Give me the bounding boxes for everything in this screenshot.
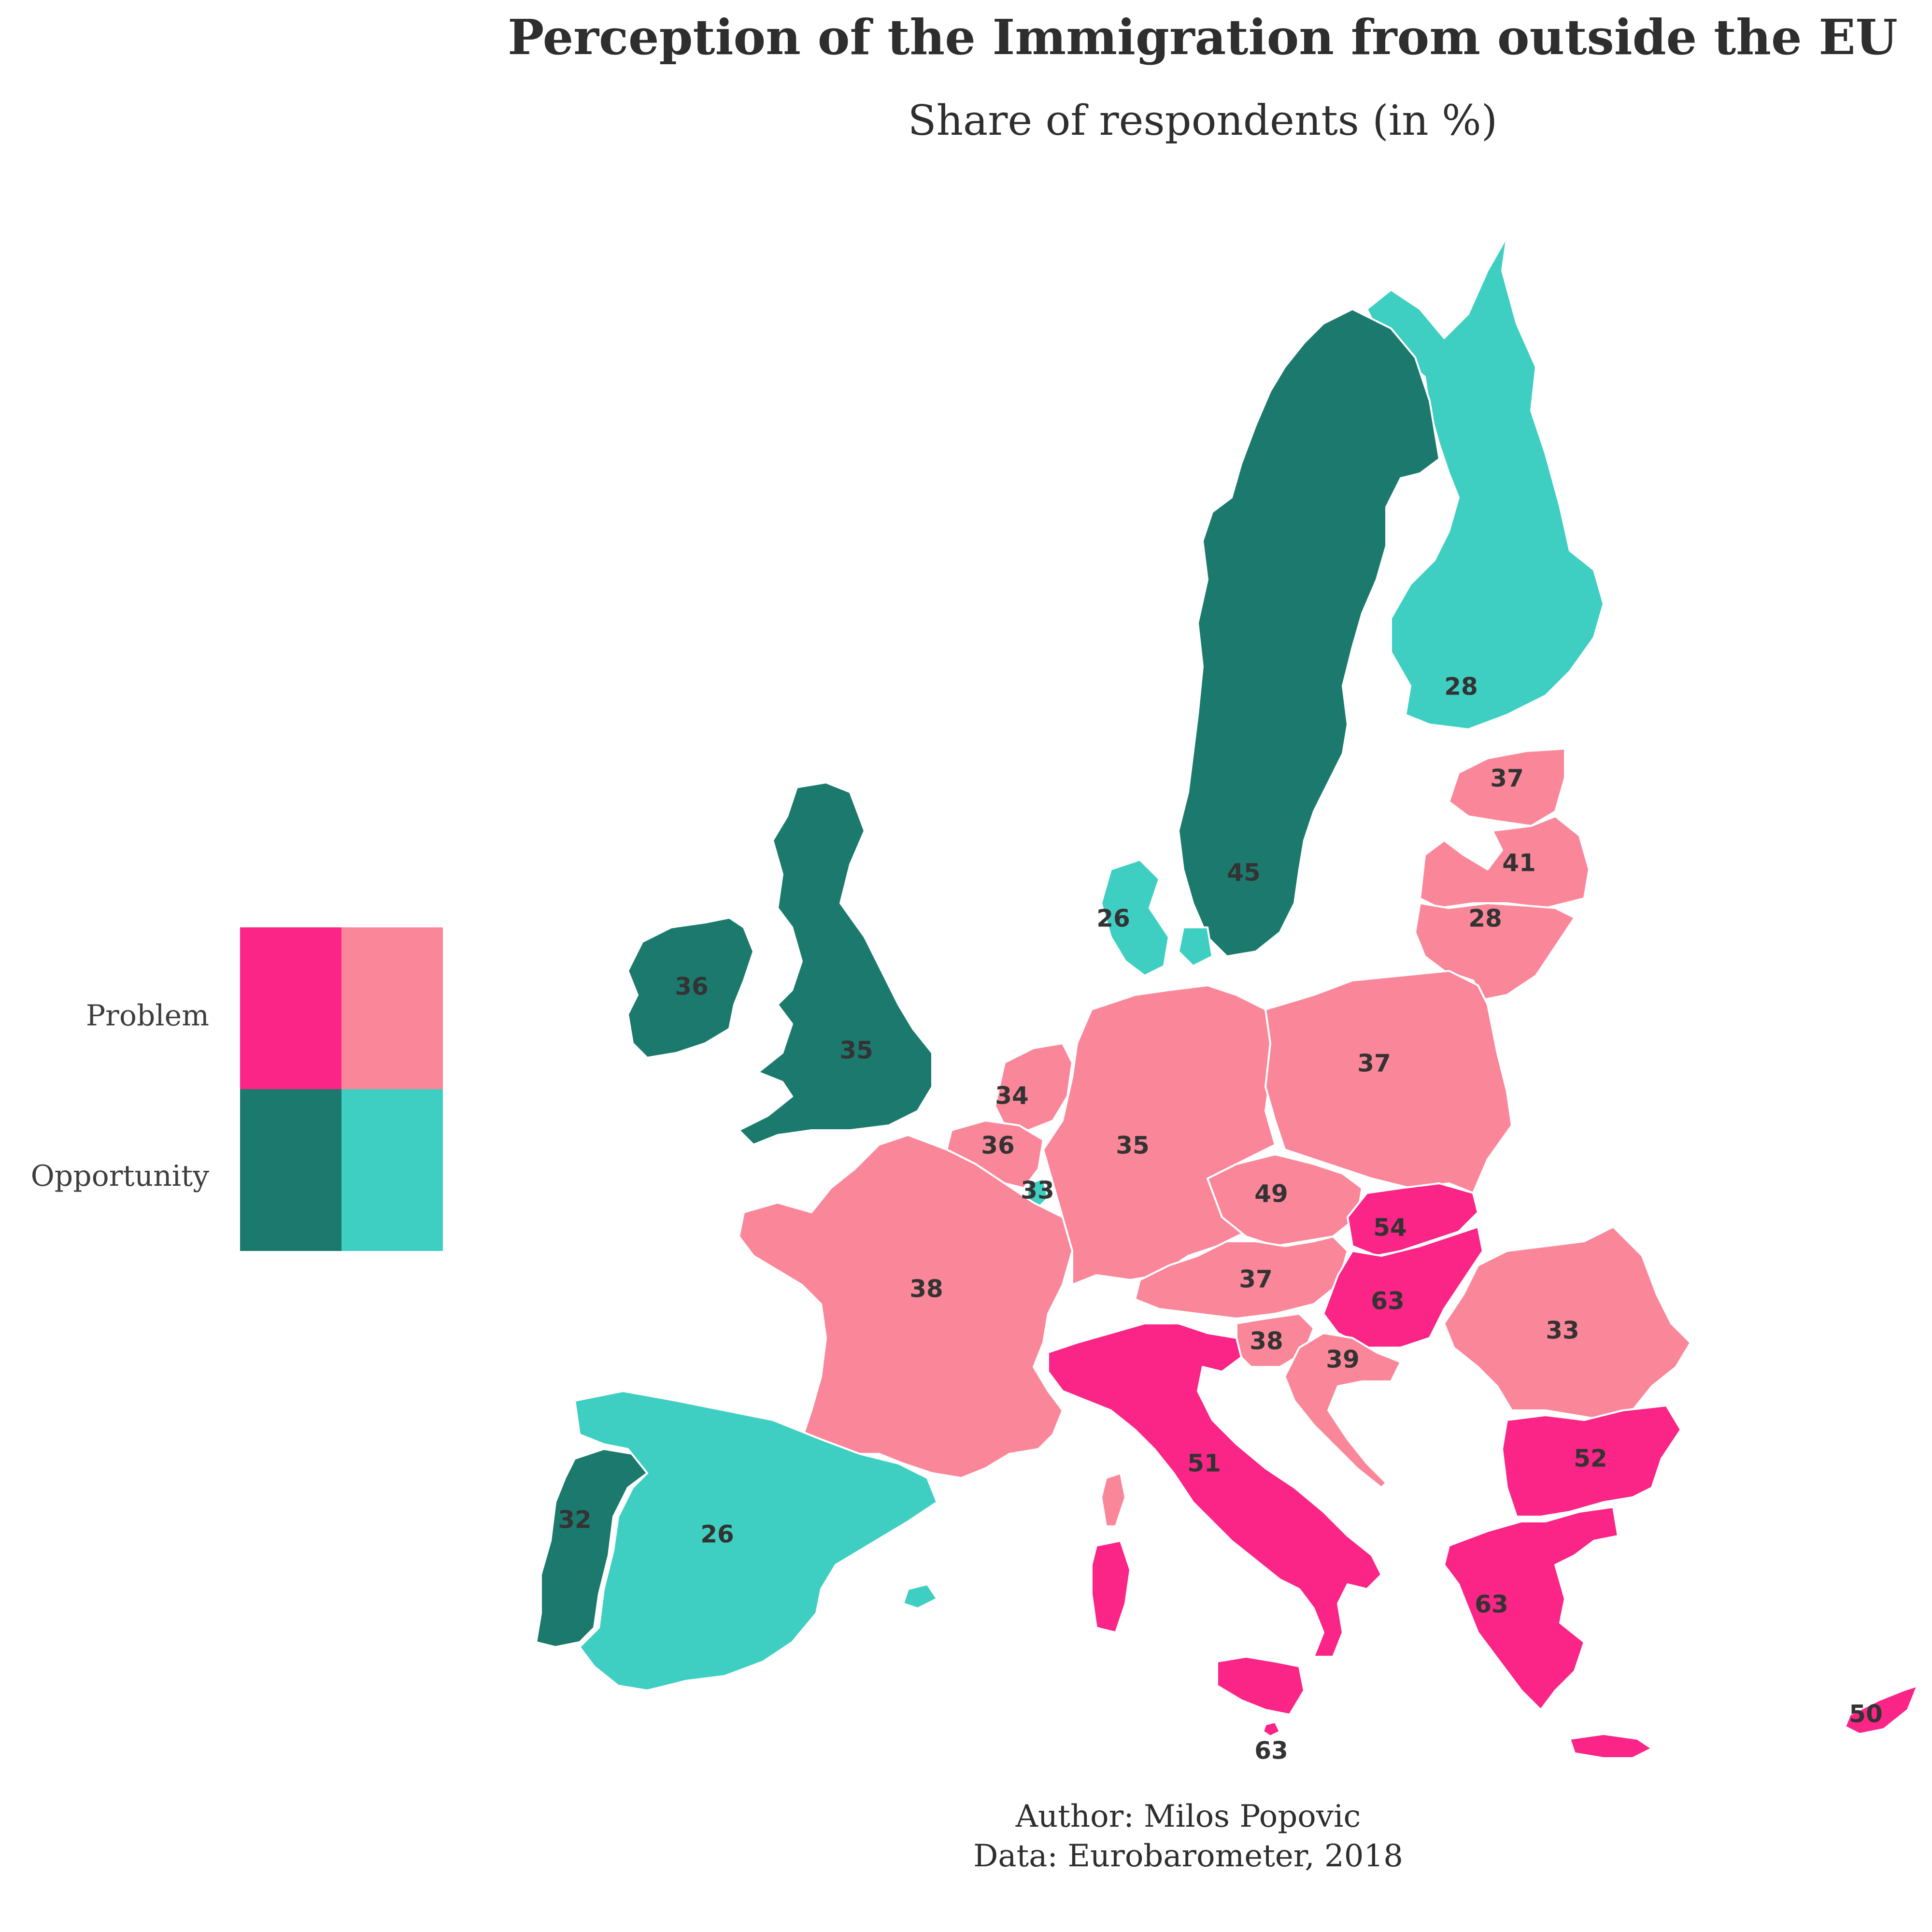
value-label-germany: 35	[1116, 1132, 1150, 1160]
value-label-slovenia: 38	[1250, 1327, 1283, 1355]
country-lithuania[interactable]	[1414, 902, 1576, 1001]
value-label-slovakia: 54	[1373, 1214, 1407, 1242]
value-label-malta: 63	[1254, 1737, 1288, 1765]
country-austria[interactable]	[1134, 1236, 1349, 1320]
value-label-latvia: 41	[1502, 849, 1536, 877]
value-label-france: 38	[909, 1275, 943, 1303]
value-label-spain: 26	[700, 1520, 734, 1548]
value-label-poland: 37	[1357, 1050, 1391, 1078]
value-label-denmark: 26	[1096, 905, 1130, 933]
country-malta[interactable]	[1262, 1721, 1281, 1737]
country-latvia[interactable]	[1419, 815, 1590, 909]
legend-swatch-opportunity-high	[240, 1089, 341, 1251]
country-bulgaria[interactable]	[1501, 1405, 1682, 1518]
country-estonia[interactable]	[1448, 748, 1566, 827]
value-label-estonia: 37	[1490, 765, 1524, 793]
country-ireland[interactable]	[627, 917, 754, 1059]
country-united-kingdom[interactable]	[738, 781, 933, 1146]
legend-swatch-opportunity-low	[341, 1089, 443, 1251]
value-label-austria: 37	[1239, 1265, 1273, 1293]
legend-label-problem: Problem	[85, 999, 209, 1033]
country-italy[interactable]	[1047, 1322, 1382, 1716]
country-sweden[interactable]	[1178, 308, 1440, 957]
value-label-hungary: 63	[1371, 1287, 1405, 1315]
country-poland[interactable]	[1264, 970, 1513, 1194]
value-label-netherlands: 34	[995, 1082, 1029, 1110]
country-cyprus[interactable]	[1844, 1685, 1918, 1735]
legend-swatch-problem-low	[341, 927, 443, 1089]
country-corsica[interactable]	[1100, 1472, 1126, 1527]
country-greece[interactable]	[1443, 1506, 1653, 1759]
value-label-ireland: 36	[675, 973, 709, 1001]
value-label-romania: 33	[1546, 1317, 1579, 1345]
value-label-lithuania: 28	[1468, 905, 1502, 933]
country-value-labels: 2845374128263635343633353749543763383933…	[558, 673, 1883, 1765]
caption-author: Author: Milos Popovic	[1015, 1799, 1361, 1834]
country-denmark[interactable]	[1100, 859, 1213, 977]
value-label-bulgaria: 52	[1574, 1445, 1607, 1473]
value-label-belgium: 36	[981, 1132, 1015, 1160]
country-netherlands[interactable]	[994, 1042, 1073, 1131]
value-label-sweden: 45	[1227, 859, 1261, 887]
value-label-luxembourg: 33	[1021, 1177, 1054, 1205]
caption-source: Data: Eurobarometer, 2018	[973, 1838, 1403, 1874]
country-croatia[interactable]	[1284, 1332, 1402, 1489]
value-label-czechia: 49	[1254, 1180, 1288, 1208]
legend-label-opportunity: Opportunity	[30, 1159, 209, 1193]
country-germany[interactable]	[1042, 984, 1276, 1286]
value-label-portugal: 32	[558, 1506, 592, 1534]
legend-swatch-problem-high	[240, 927, 341, 1089]
country-france[interactable]	[738, 1134, 1073, 1479]
map-title: Perception of the Immigration from outsi…	[508, 9, 1898, 66]
value-label-finland: 28	[1444, 673, 1478, 701]
value-label-cyprus: 50	[1849, 1700, 1883, 1728]
country-finland[interactable]	[1366, 236, 1605, 730]
value-label-croatia: 39	[1326, 1346, 1360, 1374]
map-subtitle: Share of respondents (in %)	[908, 97, 1498, 145]
country-shapes	[535, 236, 1918, 1759]
value-label-italy: 51	[1187, 1449, 1221, 1477]
value-label-united-kingdom: 35	[839, 1037, 873, 1065]
value-label-greece: 63	[1475, 1591, 1508, 1619]
country-spain[interactable]	[574, 1390, 938, 1691]
country-romania[interactable]	[1443, 1226, 1691, 1421]
